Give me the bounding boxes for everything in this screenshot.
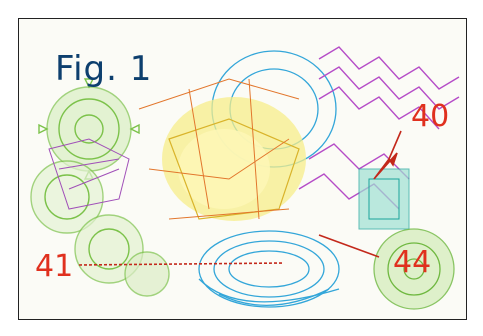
reference-leader-lines [78, 130, 402, 266]
figure-panel: Fig. 1 40 41 44 [18, 18, 467, 320]
figure-title: Fig. 1 [55, 49, 153, 89]
reference-numeral-40: 40 [411, 99, 450, 134]
left-magenta-lattice [48, 138, 130, 210]
reference-numeral-44: 44 [393, 245, 432, 280]
orange-linkage-lines [138, 78, 300, 220]
yellow-core-body [162, 97, 306, 221]
lower-right-green-gear [373, 228, 455, 310]
teal-housing [358, 168, 410, 230]
left-green-gear-assembly [30, 78, 170, 297]
reference-numeral-41: 41 [35, 249, 74, 284]
mechanism-drawing [30, 46, 460, 310]
